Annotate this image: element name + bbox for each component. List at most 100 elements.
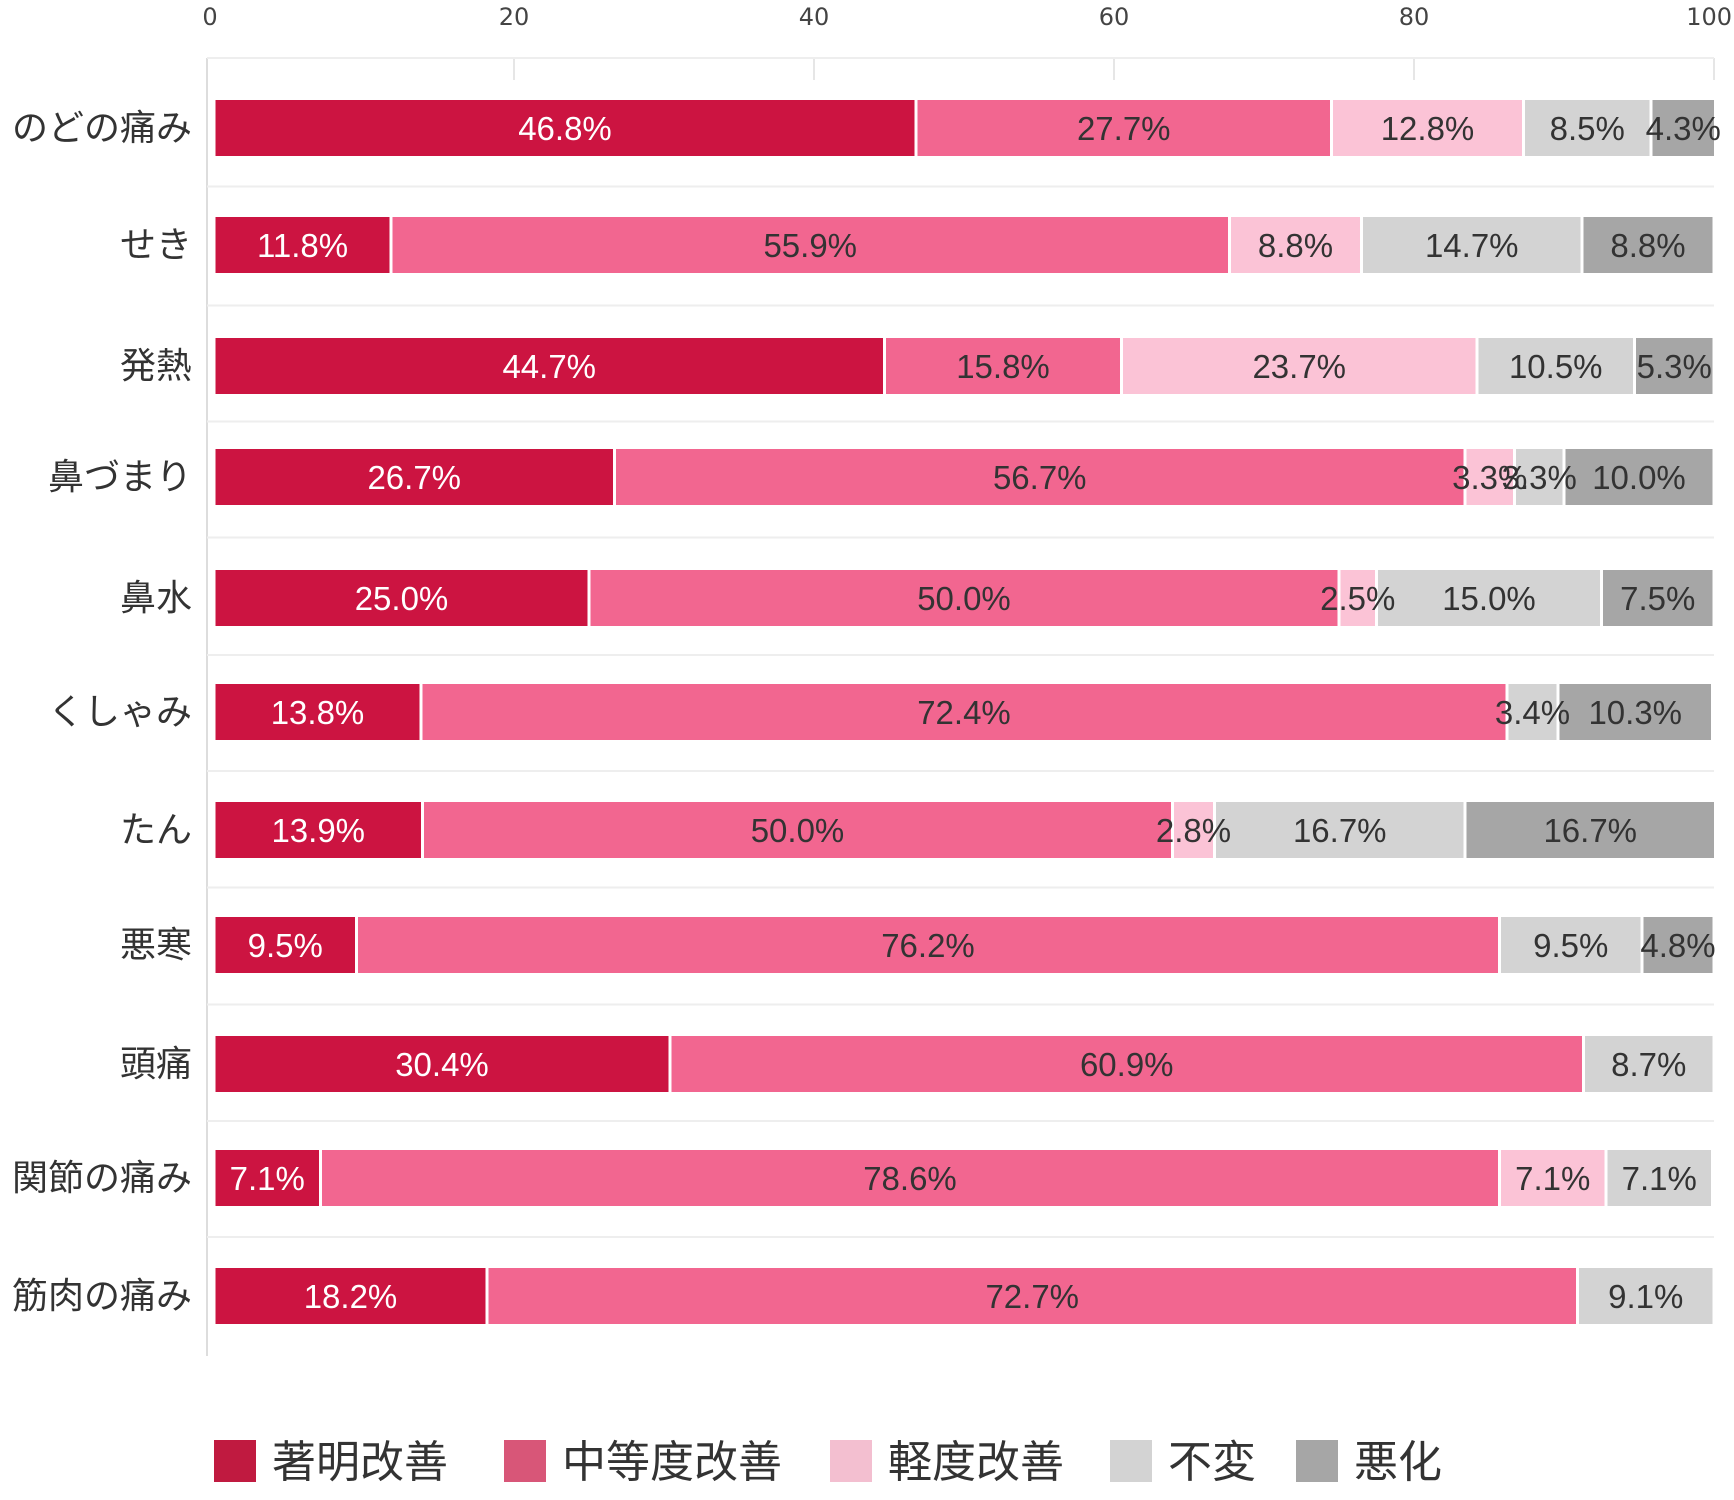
category-label: たん (120, 810, 192, 851)
data-label: 15.8% (956, 348, 1050, 385)
legend-label: 軽度改善 (888, 1437, 1064, 1488)
data-label: 10.3% (1588, 694, 1682, 731)
data-label: 44.7% (502, 348, 596, 385)
bar-segment (1643, 917, 1713, 973)
data-label: 9.1% (1608, 1278, 1683, 1315)
data-label: 7.5% (1620, 580, 1695, 617)
bar-segment (1603, 570, 1713, 626)
legend-swatch (1110, 1440, 1152, 1482)
bar-segment (1508, 684, 1557, 740)
bar-segment (215, 684, 420, 740)
bar-segment (1501, 1150, 1605, 1206)
x-axis-ticks: 0 20 40 60 80 100 (202, 3, 1732, 31)
data-label: 4.8% (1640, 927, 1715, 964)
bar-segment (422, 684, 1506, 740)
bar-segment (1174, 802, 1213, 858)
bar-segment (215, 917, 355, 973)
data-label: 3.3% (1452, 459, 1527, 496)
data-label: 30.4% (395, 1046, 489, 1083)
category-label: のどの痛み (12, 108, 192, 149)
data-label: 11.8% (257, 227, 348, 264)
bar-segment (215, 338, 883, 394)
data-label: 13.9% (271, 812, 365, 849)
data-label: 18.2% (304, 1278, 398, 1315)
bar-segment (1559, 684, 1711, 740)
bar-segment (671, 1036, 1582, 1092)
bar-segment (1652, 100, 1714, 156)
bar-segment (392, 217, 1228, 273)
bar-segment (1585, 1036, 1713, 1092)
legend-swatch (830, 1440, 872, 1482)
legend-swatch (1296, 1440, 1338, 1482)
data-label: 26.7% (367, 459, 461, 496)
data-label: 12.8% (1381, 110, 1475, 147)
data-label: 72.7% (985, 1278, 1079, 1315)
category-label: 悪寒 (120, 925, 192, 966)
data-label: 5.3% (1637, 348, 1712, 385)
legend-label: 中等度改善 (562, 1437, 782, 1488)
data-label: 16.7% (1293, 812, 1387, 849)
data-label: 8.8% (1610, 227, 1685, 264)
data-label: 9.5% (1533, 927, 1608, 964)
bar-segment (917, 100, 1330, 156)
bars (215, 100, 1714, 1324)
bar-segment (590, 570, 1338, 626)
data-label: 10.0% (1592, 459, 1686, 496)
data-label: 3.4% (1495, 694, 1570, 731)
data-label: 8.7% (1611, 1046, 1686, 1083)
data-label: 4.3% (1646, 110, 1721, 147)
bar-segment (1579, 1268, 1713, 1324)
bar-segment (1607, 1150, 1711, 1206)
grid (206, 57, 1715, 1356)
bar-segment (1466, 802, 1714, 858)
bar-segment (215, 1036, 669, 1092)
bar-segment (616, 449, 1464, 505)
bar-segment (215, 1150, 319, 1206)
bar-segment (1123, 338, 1476, 394)
data-label: 9.5% (248, 927, 323, 964)
data-label: 16.7% (1543, 812, 1637, 849)
bar-segment (1478, 338, 1633, 394)
bar-segment (1378, 570, 1600, 626)
data-label: 50.0% (751, 812, 845, 849)
data-label: 8.8% (1258, 227, 1333, 264)
x-tick-label: 0 (202, 3, 217, 31)
bar-segment (215, 1268, 486, 1324)
legend: 著明改善 中等度改善 軽度改善 不変 悪化 (214, 1437, 1442, 1488)
data-label: 50.0% (917, 580, 1011, 617)
data-label: 55.9% (763, 227, 857, 264)
category-label: 鼻水 (120, 578, 192, 619)
data-label: 46.8% (518, 110, 612, 147)
bar-segment (1636, 338, 1713, 394)
bar-segment (1333, 100, 1522, 156)
data-labels: 46.8% 27.7% 12.8% 8.5% 4.3% 11.8% 55.9% 8.8% 14.… (230, 110, 1721, 1315)
category-label: 関節の痛み (12, 1158, 192, 1199)
bar-segment (215, 217, 390, 273)
legend-label: 著明改善 (272, 1437, 448, 1488)
x-tick-label: 40 (799, 3, 830, 31)
bar-segment (1525, 100, 1650, 156)
x-tick-label: 100 (1686, 3, 1732, 31)
category-label: 筋肉の痛み (12, 1276, 192, 1317)
data-label: 2.8% (1156, 812, 1231, 849)
category-label: 鼻づまり (48, 457, 192, 498)
data-label: 76.2% (881, 927, 975, 964)
data-label: 2.5% (1320, 580, 1395, 617)
data-label: 25.0% (355, 580, 449, 617)
data-label: 14.7% (1425, 227, 1519, 264)
data-label: 27.7% (1077, 110, 1171, 147)
bar-segment (215, 449, 613, 505)
bar-segment (886, 338, 1120, 394)
x-tick-label: 20 (499, 3, 530, 31)
data-label: 60.9% (1080, 1046, 1174, 1083)
data-label: 23.7% (1252, 348, 1346, 385)
bar-segment (1466, 449, 1513, 505)
data-label: 15.0% (1442, 580, 1536, 617)
data-label: 13.8% (271, 694, 365, 731)
data-label: 10.5% (1509, 348, 1603, 385)
data-label: 7.1% (230, 1160, 305, 1197)
bar-segment (488, 1268, 1576, 1324)
legend-swatch (504, 1440, 546, 1482)
bar-segment (1363, 217, 1581, 273)
